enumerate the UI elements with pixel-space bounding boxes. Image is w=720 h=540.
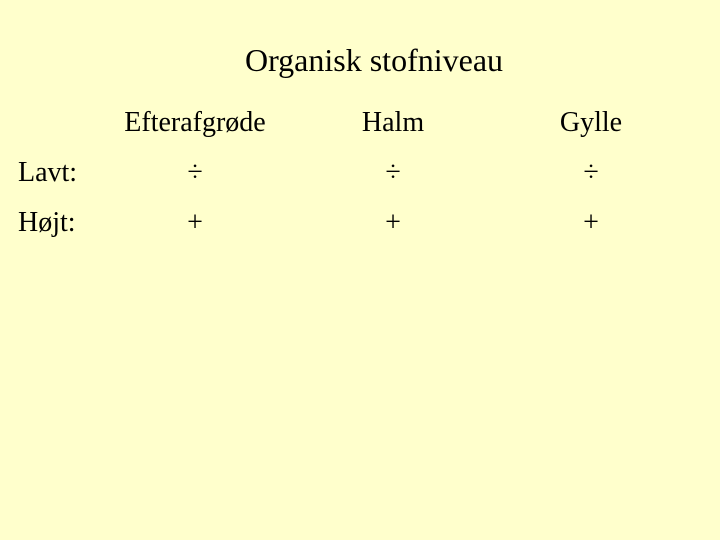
data-grid: Efterafgrøde Halm Gylle Lavt: ÷ ÷ ÷ Højt…: [18, 107, 690, 239]
table-cell: ÷: [96, 157, 294, 189]
table-container: Efterafgrøde Halm Gylle Lavt: ÷ ÷ ÷ Højt…: [0, 107, 720, 239]
row-label: Højt:: [18, 207, 96, 239]
page-title: Organisk stofniveau: [0, 42, 720, 79]
table-cell: ÷: [294, 157, 492, 189]
column-header: Efterafgrøde: [96, 107, 294, 139]
table-cell: +: [294, 207, 492, 239]
table-cell: +: [492, 207, 690, 239]
row-label: Lavt:: [18, 157, 96, 189]
table-cell: ÷: [492, 157, 690, 189]
column-header: Halm: [294, 107, 492, 139]
table-cell: +: [96, 207, 294, 239]
blank-cell: [18, 107, 96, 139]
column-header: Gylle: [492, 107, 690, 139]
